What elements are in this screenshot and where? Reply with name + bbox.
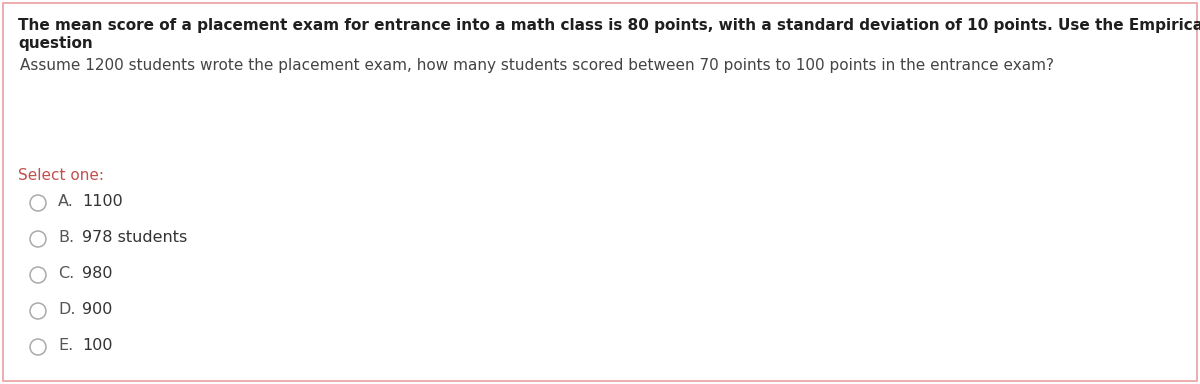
Text: 1100: 1100 bbox=[82, 194, 122, 209]
Text: 978 students: 978 students bbox=[82, 230, 187, 245]
Circle shape bbox=[30, 339, 46, 355]
Circle shape bbox=[30, 195, 46, 211]
Text: D.: D. bbox=[58, 302, 76, 317]
FancyBboxPatch shape bbox=[2, 3, 1198, 381]
Text: C.: C. bbox=[58, 266, 74, 281]
Text: Assume 1200 students wrote the placement exam, how many students scored between : Assume 1200 students wrote the placement… bbox=[20, 58, 1054, 73]
Text: question: question bbox=[18, 36, 92, 51]
Text: The mean score of a placement exam for entrance into a math class is 80 points, : The mean score of a placement exam for e… bbox=[18, 18, 1200, 33]
Circle shape bbox=[30, 231, 46, 247]
Text: E.: E. bbox=[58, 338, 73, 353]
Text: B.: B. bbox=[58, 230, 74, 245]
Text: 980: 980 bbox=[82, 266, 113, 281]
Text: Select one:: Select one: bbox=[18, 168, 104, 183]
Circle shape bbox=[30, 267, 46, 283]
Text: 900: 900 bbox=[82, 302, 113, 317]
Circle shape bbox=[30, 303, 46, 319]
Text: 100: 100 bbox=[82, 338, 113, 353]
Text: A.: A. bbox=[58, 194, 74, 209]
